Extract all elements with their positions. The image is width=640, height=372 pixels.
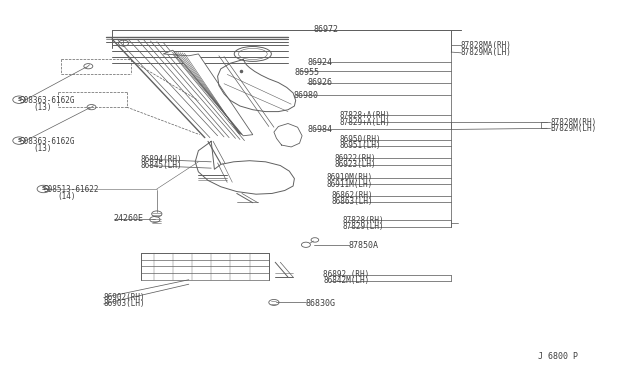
Polygon shape <box>106 37 288 42</box>
Text: (13): (13) <box>33 144 52 153</box>
Text: 86892 (RH): 86892 (RH) <box>323 270 369 279</box>
Text: 86863(LH): 86863(LH) <box>332 198 373 206</box>
Text: 86980: 86980 <box>293 91 318 100</box>
Text: 87829+A(LH): 87829+A(LH) <box>339 118 390 126</box>
Text: 86950(RH): 86950(RH) <box>339 135 381 144</box>
Text: 86910M(RH): 86910M(RH) <box>326 173 372 182</box>
Polygon shape <box>163 50 253 136</box>
Text: 87850A: 87850A <box>349 241 379 250</box>
Text: S08363-6162G: S08363-6162G <box>19 96 75 105</box>
Text: 86902(RH): 86902(RH) <box>104 293 145 302</box>
Text: 86894(RH): 86894(RH) <box>141 155 182 164</box>
Text: 86845(LH): 86845(LH) <box>141 161 182 170</box>
Text: 86830G: 86830G <box>306 299 336 308</box>
Text: 86951(LH): 86951(LH) <box>339 141 381 150</box>
Text: 86842M(LH): 86842M(LH) <box>323 276 369 285</box>
Text: S08363-6162G: S08363-6162G <box>19 137 75 146</box>
Text: 86862(RH): 86862(RH) <box>332 191 373 200</box>
Text: 86922(RH): 86922(RH) <box>334 154 376 163</box>
Text: (14): (14) <box>58 192 76 201</box>
Text: 86924: 86924 <box>307 58 332 67</box>
Text: 86955: 86955 <box>294 68 319 77</box>
Text: 87829MA(LH): 87829MA(LH) <box>461 48 511 57</box>
Text: 86926: 86926 <box>307 78 332 87</box>
Text: 24260E: 24260E <box>114 214 144 223</box>
Text: 86972: 86972 <box>314 25 339 34</box>
Text: S: S <box>17 138 21 143</box>
Text: 86984: 86984 <box>307 125 332 134</box>
Text: J 6800 P: J 6800 P <box>538 352 578 361</box>
Text: 87829(LH): 87829(LH) <box>342 222 384 231</box>
Text: 86911M(LH): 86911M(LH) <box>326 180 372 189</box>
Text: 86923(LH): 86923(LH) <box>334 160 376 169</box>
Text: 86903(LH): 86903(LH) <box>104 299 145 308</box>
Text: 87828M(RH): 87828M(RH) <box>550 118 596 126</box>
Text: B7829M(LH): B7829M(LH) <box>550 124 596 133</box>
Text: 87828MA(RH): 87828MA(RH) <box>461 41 511 50</box>
Text: 87828+A(RH): 87828+A(RH) <box>339 111 390 120</box>
Text: (13): (13) <box>33 103 52 112</box>
Text: S: S <box>42 186 45 192</box>
Text: S08513-61622: S08513-61622 <box>44 185 99 194</box>
Text: S: S <box>17 97 21 102</box>
Text: 87828(RH): 87828(RH) <box>342 216 384 225</box>
